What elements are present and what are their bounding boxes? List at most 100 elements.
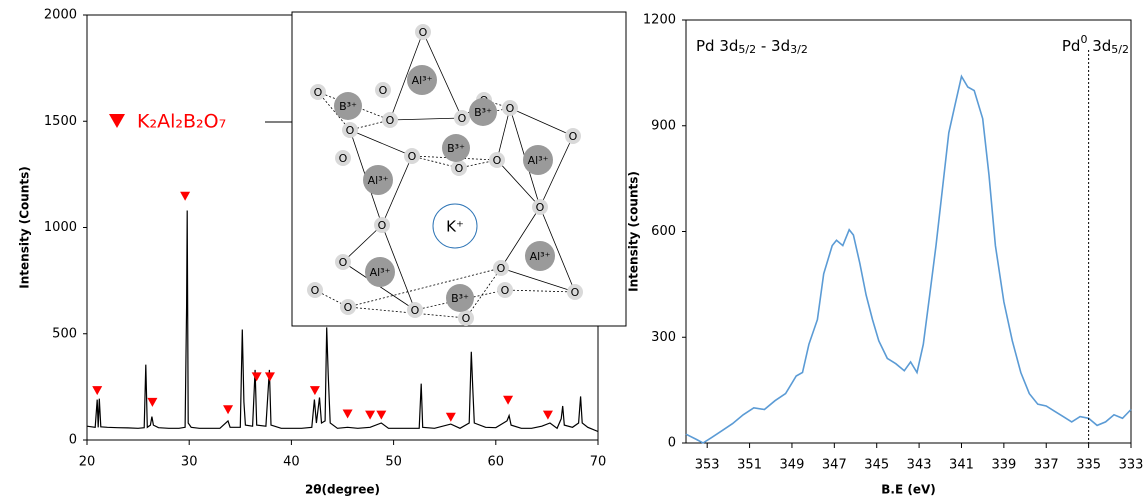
bond [389,31,424,121]
triangle-marker [542,410,553,420]
atom-label: O [458,112,467,125]
atom-label: O [314,86,323,99]
atom-label: O [386,114,395,127]
bond [496,159,541,208]
plot-frame [685,19,1132,444]
atom-o [497,282,513,298]
bond-dashed [411,155,460,169]
annotation-part: - 3d [756,37,790,55]
x-axis-label: 2θ(degree) [305,483,380,497]
atom-o [458,310,474,326]
annotation: Pd 3d5/2 - 3d3/2 [696,37,808,57]
y-tick-label: 0 [69,433,77,448]
atom-label: O [506,102,515,115]
annotation-part: 0 [1080,33,1087,46]
bond [539,206,576,293]
y-tick-label: 300 [651,330,676,345]
x-tick-label: 339 [991,458,1016,473]
atom-label: O [344,301,353,314]
x-tick-label: 20 [79,455,96,470]
atom-label: Al³⁺ [528,154,549,167]
annotation-part: Pd 3d [696,37,738,55]
atom-label: Al³⁺ [530,250,551,263]
x-tick-label: 50 [385,455,402,470]
y-tick-label: 900 [651,118,676,133]
atom-o [404,148,420,164]
atom-o [335,150,351,166]
x-tick-label: 60 [488,455,505,470]
annotation-part: 5/2 [1111,43,1129,56]
bond [496,107,511,161]
atom-o [451,160,467,176]
y-tick-label: 0 [668,436,676,451]
atom-o [415,24,431,40]
atom-al [407,65,437,95]
atom-label: O [346,124,355,137]
atom-o [375,82,391,98]
atom-o [374,217,390,233]
bond [342,224,383,263]
atom-label: O [339,152,348,165]
x-tick-label: 337 [1034,458,1059,473]
triangle-marker [376,410,387,420]
bond [539,135,574,208]
triangle-marker [342,409,353,419]
atom-label: O [455,162,464,175]
y-tick-label: 1000 [44,220,77,235]
y-tick-label: 2000 [44,8,77,23]
atom-al [523,145,553,175]
atom-label: K⁺ [446,218,464,236]
bond [509,107,574,137]
y-axis-label: Intensity (Counts) [18,166,32,288]
y-tick-label: 1200 [643,13,676,28]
atom-b [446,284,474,312]
triangle-marker [309,386,320,396]
atom-label: B³⁺ [447,142,465,155]
bond-dashed [317,91,391,121]
triangle-marker [223,405,234,415]
atom-o [382,112,398,128]
atom-o [532,199,548,215]
bond-dashed [317,91,351,131]
triangle-marker [264,372,275,382]
x-tick-label: 30 [181,455,198,470]
x-tick-label: 349 [780,458,805,473]
bond [389,117,463,121]
atom-b [442,134,470,162]
atom-o [454,110,470,126]
atom-label: O [497,262,506,275]
atom-label: O [419,26,428,39]
atom-o [489,152,505,168]
y-tick-label: 600 [651,224,676,239]
atom-label: O [379,84,388,97]
bond-dashed [414,289,506,311]
atom-label: B³⁺ [339,100,357,113]
y-tick-label: 500 [52,326,77,341]
annotation-part: 3/2 [790,43,808,56]
atom-label: B³⁺ [451,292,469,305]
atom-label: O [569,130,578,143]
atom-label: O [501,284,510,297]
atom-label: O [536,201,545,214]
atom-label: Al³⁺ [412,74,433,87]
bond [422,31,463,119]
atom-label: Al³⁺ [368,174,389,187]
triangle-marker [92,386,103,396]
x-tick-label: 70 [590,455,607,470]
atom-b [469,98,497,126]
x-axis-label: B.E (eV) [881,483,935,497]
atom-b [334,92,362,120]
bond [500,206,541,269]
atom-o [502,100,518,116]
data-line [685,74,1132,444]
triangle-marker [365,410,376,420]
atom-al [363,165,393,195]
x-tick-label: 335 [1076,458,1101,473]
legend-marker [109,114,125,128]
atom-o [565,128,581,144]
atom-label: O [311,284,320,297]
atom-label: B³⁺ [474,106,492,119]
atom-label: Al³⁺ [370,266,391,279]
